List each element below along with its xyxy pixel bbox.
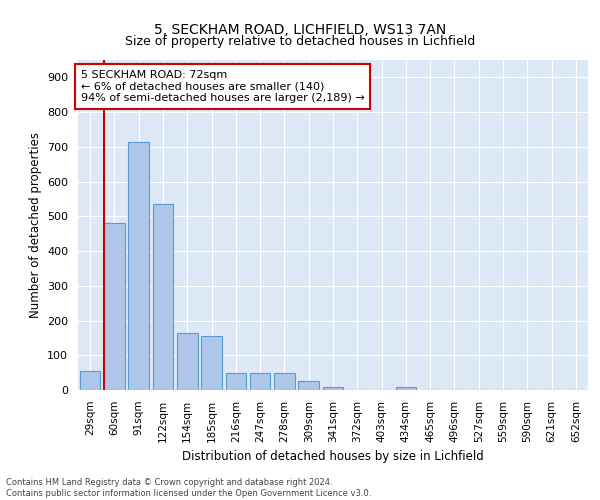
- Text: Size of property relative to detached houses in Lichfield: Size of property relative to detached ho…: [125, 35, 475, 48]
- Bar: [274, 372, 295, 390]
- Y-axis label: Number of detached properties: Number of detached properties: [29, 132, 41, 318]
- Text: 5 SECKHAM ROAD: 72sqm
← 6% of detached houses are smaller (140)
94% of semi-deta: 5 SECKHAM ROAD: 72sqm ← 6% of detached h…: [80, 70, 364, 103]
- Bar: [152, 204, 173, 390]
- Text: 5, SECKHAM ROAD, LICHFIELD, WS13 7AN: 5, SECKHAM ROAD, LICHFIELD, WS13 7AN: [154, 22, 446, 36]
- Bar: [323, 386, 343, 390]
- Bar: [201, 336, 222, 390]
- Bar: [104, 224, 125, 390]
- Bar: [80, 371, 100, 390]
- Bar: [395, 386, 416, 390]
- Bar: [128, 142, 149, 390]
- X-axis label: Distribution of detached houses by size in Lichfield: Distribution of detached houses by size …: [182, 450, 484, 463]
- Bar: [177, 332, 197, 390]
- Bar: [298, 382, 319, 390]
- Bar: [250, 372, 271, 390]
- Text: Contains HM Land Registry data © Crown copyright and database right 2024.
Contai: Contains HM Land Registry data © Crown c…: [6, 478, 371, 498]
- Bar: [226, 372, 246, 390]
